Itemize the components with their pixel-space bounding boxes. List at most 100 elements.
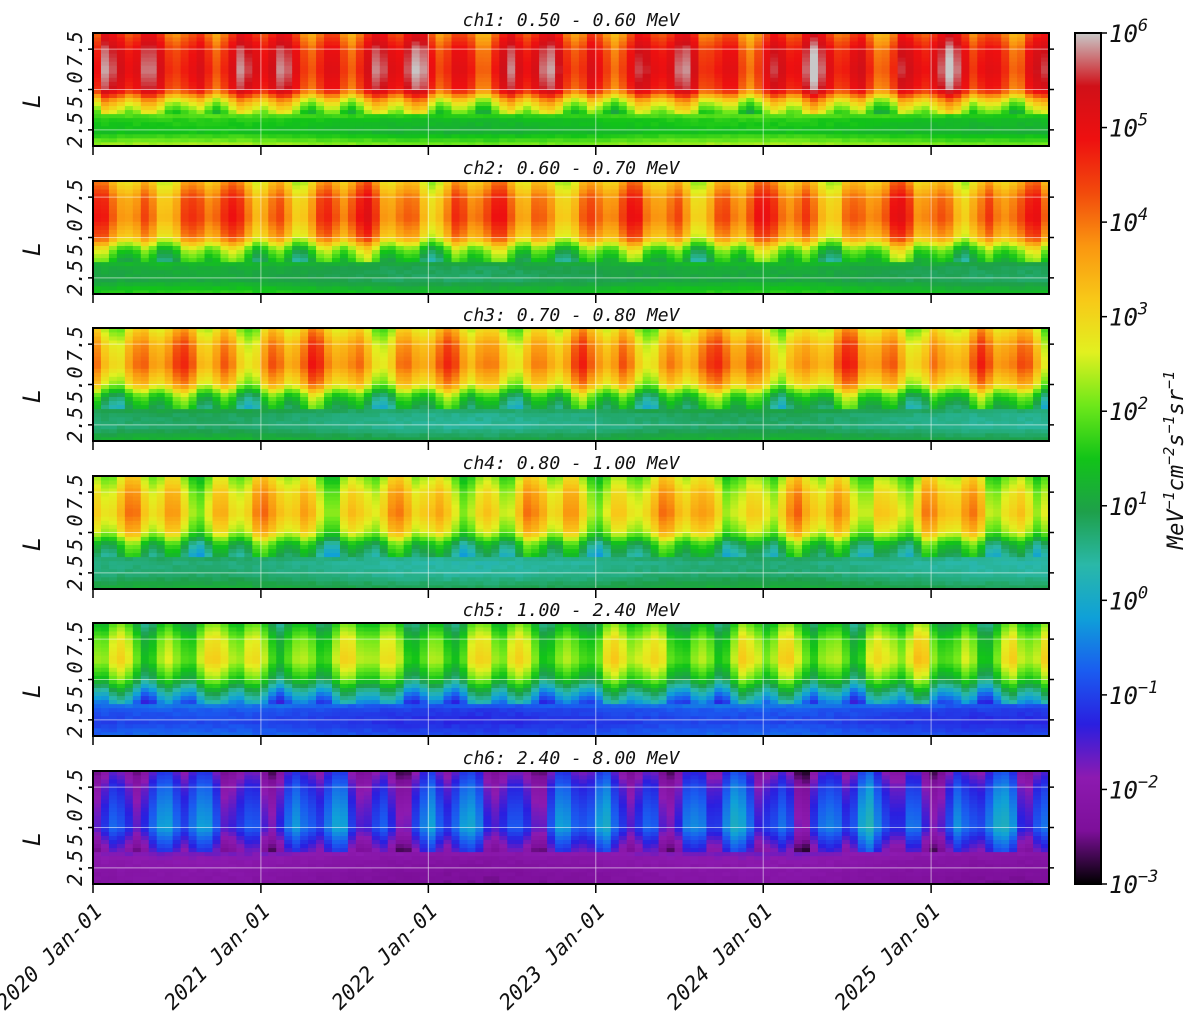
heatmap-cell	[722, 98, 730, 102]
heatmap-cell	[993, 37, 1001, 41]
heatmap-cell	[953, 94, 961, 98]
heatmap-cell	[467, 254, 475, 258]
heatmap-cell	[643, 37, 651, 41]
heatmap-cell	[523, 246, 531, 250]
heatmap-cell	[635, 134, 643, 138]
heatmap-cell	[531, 122, 539, 126]
heatmap-cell	[356, 90, 364, 94]
heatmap-cell	[157, 106, 165, 110]
heatmap-cell	[523, 37, 531, 41]
heatmap-cell	[850, 130, 858, 134]
heatmap-cell	[675, 49, 683, 53]
heatmap-cell	[125, 286, 133, 290]
heatmap-cell	[316, 286, 324, 290]
heatmap-cell	[372, 197, 380, 201]
heatmap-cell	[977, 114, 985, 118]
heatmap-cell	[683, 65, 691, 69]
heatmap-cell	[364, 118, 372, 122]
heatmap-cell	[603, 61, 611, 65]
heatmap-cell	[372, 229, 380, 233]
heatmap-cell	[706, 130, 714, 134]
heatmap-cell	[619, 73, 627, 77]
heatmap-cell	[125, 254, 133, 258]
heatmap-cell	[228, 217, 236, 221]
heatmap-cell	[364, 205, 372, 209]
heatmap-cell	[101, 94, 109, 98]
heatmap-cell	[794, 90, 802, 94]
heatmap-cell	[276, 250, 284, 254]
heatmap-cell	[730, 53, 738, 57]
heatmap-cell	[372, 258, 380, 262]
heatmap-cell	[834, 114, 842, 118]
heatmap-cell	[627, 122, 635, 126]
heatmap-cell	[404, 61, 412, 65]
heatmap-cell	[388, 189, 396, 193]
heatmap-cell	[587, 41, 595, 45]
heatmap-cell	[858, 118, 866, 122]
heatmap-cell	[149, 278, 157, 282]
heatmap-cell	[1001, 53, 1009, 57]
heatmap-cell	[627, 65, 635, 69]
heatmap-cell	[133, 130, 141, 134]
heatmap-cell	[866, 114, 874, 118]
heatmap-cell	[467, 61, 475, 65]
heatmap-cell	[722, 110, 730, 114]
heatmap-cell	[340, 138, 348, 142]
heatmap-cell	[985, 122, 993, 126]
heatmap-cell	[452, 61, 460, 65]
heatmap-cell	[101, 114, 109, 118]
heatmap-cell	[348, 278, 356, 282]
heatmap-cell	[985, 41, 993, 45]
heatmap-cell	[332, 250, 340, 254]
heatmap-cell	[260, 209, 268, 213]
heatmap-cell	[109, 217, 117, 221]
heatmap-cell	[754, 73, 762, 77]
heatmap-cell	[244, 197, 252, 201]
heatmap-cell	[483, 73, 491, 77]
heatmap-cell	[228, 209, 236, 213]
heatmap-cell	[459, 53, 467, 57]
heatmap-cell	[874, 37, 882, 41]
heatmap-cell	[284, 205, 292, 209]
heatmap-cell	[396, 114, 404, 118]
heatmap-cell	[603, 81, 611, 85]
heatmap-cell	[284, 134, 292, 138]
heatmap-cell	[683, 98, 691, 102]
heatmap-cell	[467, 221, 475, 225]
heatmap-cell	[834, 57, 842, 61]
heatmap-cell	[523, 53, 531, 57]
heatmap-cell	[483, 242, 491, 246]
heatmap-cell	[244, 250, 252, 254]
heatmap-cell	[778, 118, 786, 122]
heatmap-cell	[157, 238, 165, 242]
heatmap-cell	[348, 197, 356, 201]
heatmap-cell	[452, 254, 460, 258]
heatmap-cell	[308, 114, 316, 118]
heatmap-cell	[523, 118, 531, 122]
heatmap-cell	[523, 110, 531, 114]
heatmap-cell	[914, 81, 922, 85]
heatmap-cell	[244, 49, 252, 53]
heatmap-cell	[420, 185, 428, 189]
heatmap-cell	[268, 201, 276, 205]
heatmap-cell	[539, 81, 547, 85]
heatmap-cell	[404, 114, 412, 118]
heatmap-cell	[205, 37, 213, 41]
heatmap-cell	[428, 209, 436, 213]
heatmap-cell	[738, 81, 746, 85]
heatmap-cell	[961, 90, 969, 94]
heatmap-cell	[420, 258, 428, 262]
heatmap-cell	[834, 49, 842, 53]
heatmap-cell	[348, 282, 356, 286]
heatmap-cell	[364, 94, 372, 98]
heatmap-cell	[850, 41, 858, 45]
heatmap-cell	[364, 98, 372, 102]
heatmap-cell	[141, 77, 149, 81]
heatmap-cell	[436, 270, 444, 274]
heatmap-cell	[491, 122, 499, 126]
heatmap-cell	[292, 130, 300, 134]
heatmap-cell	[244, 221, 252, 225]
heatmap-cell	[523, 197, 531, 201]
heatmap-cell	[651, 37, 659, 41]
heatmap-cell	[890, 73, 898, 77]
